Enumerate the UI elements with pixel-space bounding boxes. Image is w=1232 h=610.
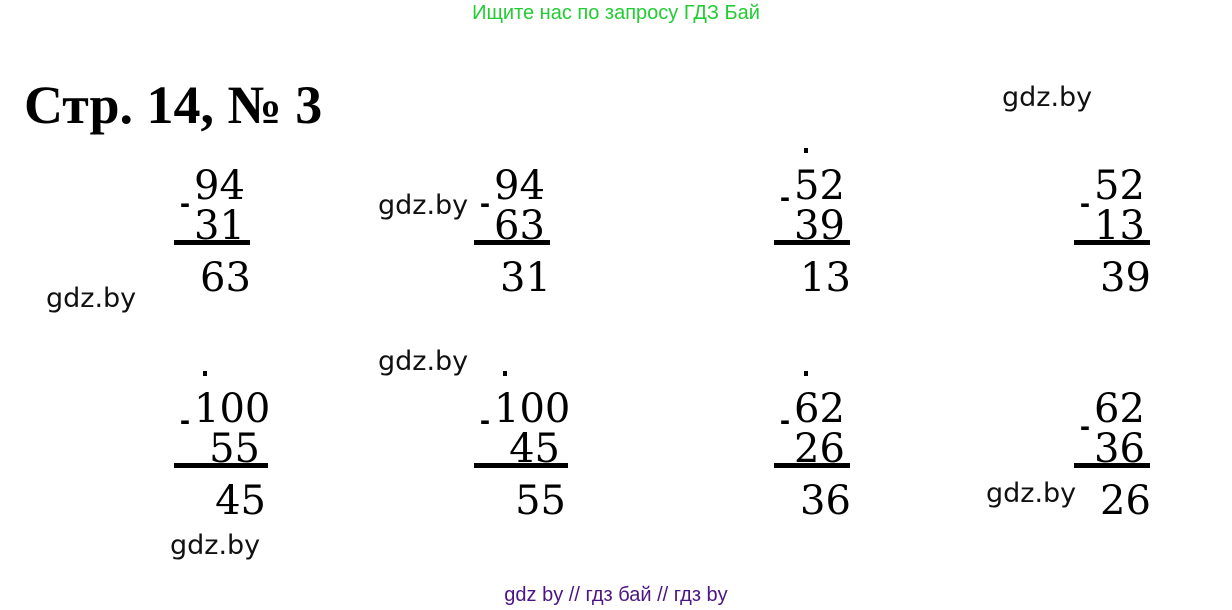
minuend: 52	[794, 163, 845, 209]
footer-links: gdz by // гдз бай // гдз by	[504, 584, 728, 606]
result-line	[774, 240, 850, 245]
result: 36	[800, 478, 851, 524]
watermark: gdz.by	[46, 283, 137, 314]
result: 13	[800, 255, 851, 301]
subtrahend: 36	[1094, 426, 1145, 472]
result-line	[1074, 240, 1150, 245]
borrow-dot	[503, 371, 507, 376]
subtrahend: 26	[794, 426, 845, 472]
result-line	[474, 463, 568, 468]
watermark: gdz.by	[986, 478, 1077, 509]
minus-sign: -	[480, 194, 490, 214]
minus-sign: -	[480, 411, 490, 431]
subtrahend: 39	[794, 203, 845, 249]
minuend: 94	[194, 163, 245, 209]
subtrahend: 63	[494, 203, 545, 249]
borrow-dot	[804, 148, 808, 153]
minuend: 100	[194, 386, 271, 432]
result: 45	[215, 478, 266, 524]
minus-sign: -	[780, 411, 790, 431]
watermark: gdz.by	[378, 346, 469, 377]
result-line	[1074, 463, 1150, 468]
page-title: Стр. 14, № 3	[24, 75, 323, 135]
subtrahend: 13	[1094, 203, 1145, 249]
result-line	[174, 463, 268, 468]
watermark: gdz.by	[1002, 82, 1093, 113]
minuend: 62	[1094, 386, 1145, 432]
result-line	[474, 240, 550, 245]
result-line	[174, 240, 250, 245]
watermark: gdz.by	[170, 530, 261, 561]
minuend: 52	[1094, 163, 1145, 209]
minuend: 100	[494, 386, 571, 432]
minus-sign: -	[180, 411, 190, 431]
subtrahend: 55	[209, 426, 260, 472]
minus-sign: -	[1080, 194, 1090, 214]
minuend: 62	[794, 386, 845, 432]
minus-sign: -	[780, 188, 790, 208]
borrow-dot	[804, 371, 808, 376]
result: 26	[1100, 478, 1151, 524]
result: 31	[500, 255, 551, 301]
borrow-dot	[203, 371, 207, 376]
subtrahend: 31	[194, 203, 245, 249]
result: 39	[1100, 255, 1151, 301]
result: 63	[200, 255, 251, 301]
minuend: 94	[494, 163, 545, 209]
promo-banner: Ищите нас по запросу ГДЗ Бай	[472, 2, 760, 24]
result: 55	[515, 478, 566, 524]
result-line	[774, 463, 850, 468]
subtrahend: 45	[509, 426, 560, 472]
minus-sign: -	[180, 194, 190, 214]
minus-sign: -	[1080, 417, 1090, 437]
watermark: gdz.by	[378, 190, 469, 221]
